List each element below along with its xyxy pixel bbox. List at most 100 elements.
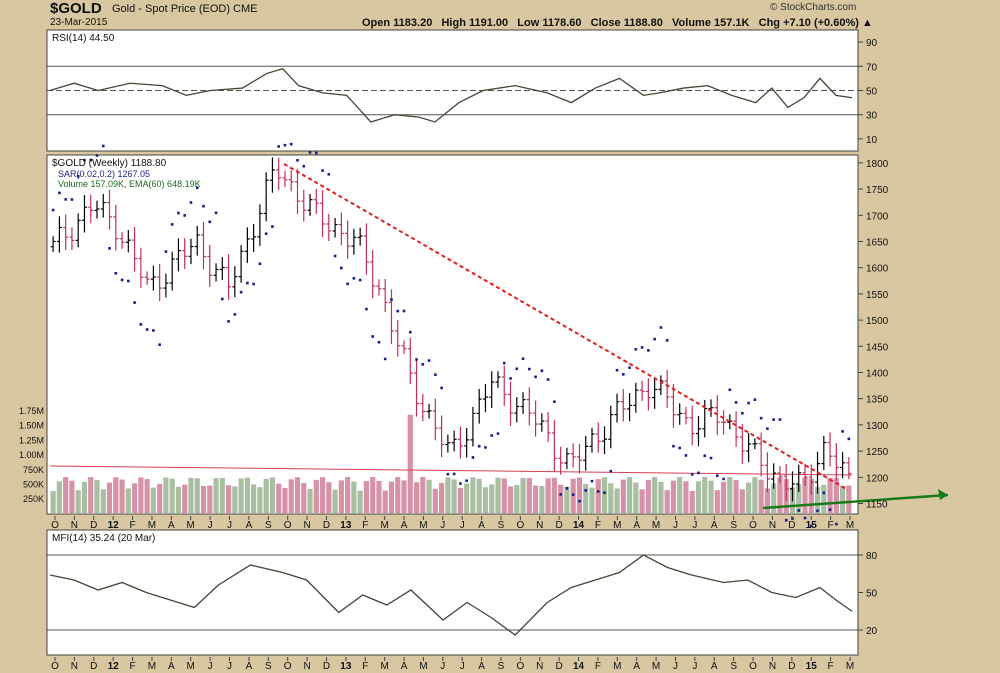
mfi-frame xyxy=(46,529,859,656)
volume-bar xyxy=(125,488,131,513)
price-ytick-label: 1300 xyxy=(866,421,889,432)
x-top-tick-label: 14 xyxy=(573,520,585,531)
x-top-tick-label: M xyxy=(419,520,427,531)
sar-point xyxy=(101,144,105,148)
sar-point xyxy=(408,330,412,334)
volume-bar xyxy=(821,484,827,513)
volume-bar xyxy=(589,487,595,513)
sar-point xyxy=(158,343,161,346)
sar-point xyxy=(509,377,512,380)
rsi-title: RSI(14) 44.50 xyxy=(52,33,115,44)
sar-point xyxy=(333,254,337,258)
sar-point xyxy=(214,211,218,215)
x-bottom-tick-label: A xyxy=(401,661,408,672)
sar-point xyxy=(578,499,581,503)
volume-bar xyxy=(814,486,821,513)
x-bottom-tick-label: M xyxy=(380,661,388,672)
sar-point xyxy=(358,278,362,282)
volume-bar xyxy=(301,482,307,513)
x-bottom-tick-label: A xyxy=(711,661,718,672)
sar-point xyxy=(145,328,149,331)
volume-bar xyxy=(225,485,232,513)
volume-bar xyxy=(495,477,501,513)
volume-bar xyxy=(520,477,526,513)
volume-bar xyxy=(633,482,639,513)
sar-point xyxy=(709,456,713,460)
sar-point xyxy=(496,432,500,435)
sar-point xyxy=(183,214,187,217)
sar-point xyxy=(421,363,425,366)
price-ytick-label: 1400 xyxy=(866,368,889,379)
volume-bar xyxy=(645,480,651,513)
volume-bar xyxy=(445,477,451,513)
volume-bar xyxy=(357,490,363,513)
sar-point xyxy=(502,361,506,365)
volume-bar xyxy=(526,478,532,513)
sar-point xyxy=(847,437,851,441)
sar-point xyxy=(784,518,788,522)
price-ytick-label: 1200 xyxy=(866,473,889,484)
sar-point xyxy=(540,369,544,373)
price-ytick-label: 1250 xyxy=(866,447,889,458)
sar-point xyxy=(571,493,575,496)
volume-bar xyxy=(764,488,771,513)
x-top-tick-label: M xyxy=(846,520,854,531)
volume-bar xyxy=(727,477,733,513)
volume-bar xyxy=(131,483,138,513)
x-top-tick-label: J xyxy=(227,520,232,531)
volume-bar xyxy=(75,490,81,513)
x-bottom-tick-label: O xyxy=(516,661,524,672)
sar-point xyxy=(289,142,293,146)
sar-point xyxy=(528,367,531,371)
volume-bar xyxy=(482,487,489,513)
x-bottom-tick-label: J xyxy=(440,661,445,672)
x-top-tick-label: O xyxy=(516,520,524,531)
x-top-tick-label: M xyxy=(380,520,388,531)
volume-bar xyxy=(777,477,783,513)
sar-point xyxy=(64,198,67,201)
sar-point xyxy=(371,335,374,338)
sar-point xyxy=(590,479,594,483)
sar-point xyxy=(264,232,268,235)
x-bottom-tick-label: F xyxy=(130,661,136,672)
volume-bar xyxy=(106,482,113,513)
x-bottom-tick-label: M xyxy=(148,661,156,672)
rsi-ytick-label: 90 xyxy=(866,38,878,49)
x-bottom-tick-label: M xyxy=(419,661,427,672)
volume-bar xyxy=(219,477,225,513)
sar-point xyxy=(477,444,481,448)
x-bottom-tick-label: F xyxy=(828,661,834,672)
uptrend-arrowhead xyxy=(938,489,948,500)
mfi-panel: MFI(14) 35.24 (20 Mar) 80 50 20 xyxy=(46,529,878,656)
sar-point xyxy=(296,158,299,162)
price-ytick-label: 1500 xyxy=(866,316,889,327)
x-bottom-tick-label: M xyxy=(613,661,621,672)
x-bottom-tick-label: O xyxy=(284,661,292,672)
sar-point xyxy=(521,357,525,361)
x-top-tick-label: 15 xyxy=(806,520,818,531)
volume-bar xyxy=(639,489,645,513)
x-top-tick-label: 13 xyxy=(340,520,352,531)
sar-point xyxy=(239,290,243,294)
x-bottom-tick-label: 13 xyxy=(340,661,352,672)
volume-bar xyxy=(363,480,370,513)
x-top-tick-label: M xyxy=(148,520,156,531)
x-bottom-tick-label: A xyxy=(633,661,640,672)
sar-point xyxy=(427,359,431,362)
volume-bar xyxy=(558,484,564,513)
sar-point xyxy=(634,348,638,351)
sar-point xyxy=(377,340,381,344)
volume-bar xyxy=(269,477,276,513)
sar-point xyxy=(841,430,844,433)
x-bottom-tick-label: J xyxy=(208,661,213,672)
rsi-ytick-label: 70 xyxy=(866,62,878,73)
x-axis-bottom: O N D 12 F M A M J J A S O N D 13 F M A M J J A S O N D 14 F M A M J J A S O… xyxy=(51,657,854,672)
sar-point xyxy=(759,416,763,420)
volume-bar xyxy=(313,479,319,513)
volume-bar xyxy=(658,481,664,513)
price-ytick-label: 1600 xyxy=(866,264,889,275)
volume-bar xyxy=(470,477,476,513)
x-bottom-tick-label: F xyxy=(595,661,601,672)
sar-point xyxy=(302,164,306,168)
